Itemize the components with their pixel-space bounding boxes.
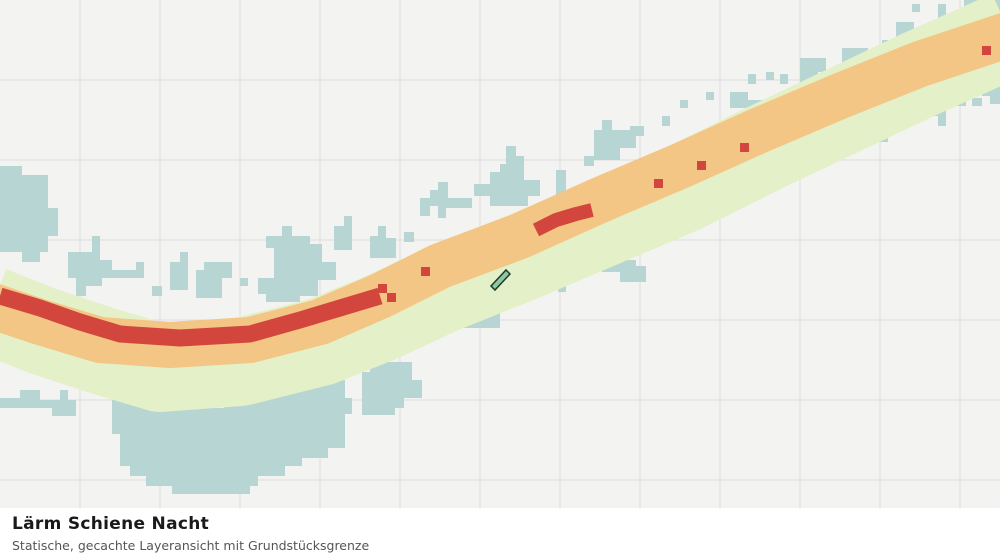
map bbox=[0, 0, 1000, 508]
map-title: Lärm Schiene Nacht bbox=[12, 514, 210, 534]
noise-bands bbox=[0, 0, 1000, 412]
parcel-boundary bbox=[489, 268, 512, 292]
noise-zone-high bbox=[378, 46, 991, 302]
caption: Lärm Schiene Nacht Statische, gecachte L… bbox=[12, 508, 992, 553]
map-subtitle: Statische, gecachte Layeransicht mit Gru… bbox=[12, 538, 370, 553]
